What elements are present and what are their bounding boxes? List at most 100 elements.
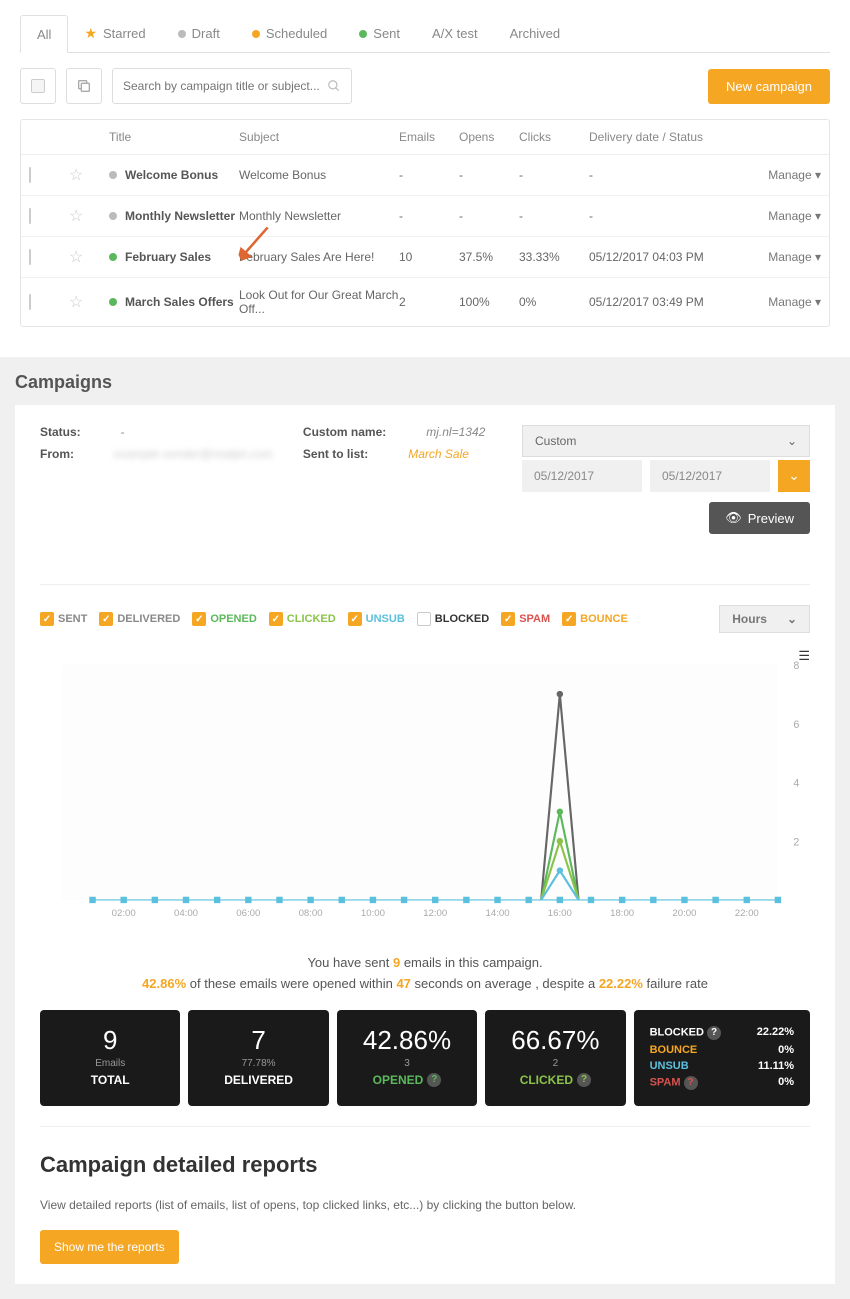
stat-delivered: 777.78%DELIVERED bbox=[188, 1010, 328, 1106]
manage-button[interactable]: Manage ▾ bbox=[739, 295, 829, 309]
status-dot-icon bbox=[109, 212, 117, 220]
help-icon[interactable]: ? bbox=[427, 1073, 441, 1087]
emails-count: 2 bbox=[399, 295, 459, 309]
campaign-title[interactable]: February Sales bbox=[109, 250, 239, 264]
opens-pct: - bbox=[459, 209, 519, 223]
tab-archived[interactable]: Archived bbox=[494, 15, 577, 52]
star-toggle[interactable]: ☆ bbox=[69, 247, 109, 267]
checkbox-icon: ✓ bbox=[348, 612, 362, 626]
custom-name-value: mj.nl=1342 bbox=[426, 425, 485, 439]
chart-menu-icon[interactable]: ☰ bbox=[798, 648, 810, 664]
checkbox-icon: ✓ bbox=[269, 612, 283, 626]
legend-sent[interactable]: ✓SENT bbox=[40, 612, 87, 626]
row-checkbox[interactable] bbox=[29, 209, 69, 223]
clicks-pct: - bbox=[519, 209, 589, 223]
legend-bounce[interactable]: ✓BOUNCE bbox=[562, 612, 628, 626]
date-from-input[interactable] bbox=[522, 460, 642, 492]
new-campaign-button[interactable]: New campaign bbox=[708, 69, 830, 104]
manage-button[interactable]: Manage ▾ bbox=[739, 168, 829, 182]
table-row: ☆Monthly NewsletterMonthly Newsletter---… bbox=[21, 196, 829, 237]
col-delivery: Delivery date / Status bbox=[589, 130, 739, 144]
campaign-title[interactable]: March Sales Offers bbox=[109, 295, 239, 309]
star-toggle[interactable]: ☆ bbox=[69, 292, 109, 312]
status-dot-icon bbox=[359, 30, 367, 38]
star-toggle[interactable]: ☆ bbox=[69, 165, 109, 185]
custom-name-label: Custom name: bbox=[303, 425, 386, 439]
table-row: ☆February SalesFebruary Sales Are Here!1… bbox=[21, 237, 829, 278]
campaign-title[interactable]: Welcome Bonus bbox=[109, 168, 239, 182]
help-icon[interactable]: ? bbox=[707, 1026, 721, 1040]
legend-unsub[interactable]: ✓UNSUB bbox=[348, 612, 405, 626]
col-opens: Opens bbox=[459, 130, 519, 144]
legend-spam[interactable]: ✓SPAM bbox=[501, 612, 550, 626]
svg-text:06:00: 06:00 bbox=[236, 908, 260, 919]
checkbox-icon: ✓ bbox=[562, 612, 576, 626]
tab-sent[interactable]: Sent bbox=[343, 15, 416, 52]
row-checkbox[interactable] bbox=[29, 295, 69, 309]
campaign-subject: February Sales Are Here! bbox=[239, 250, 399, 264]
legend-delivered[interactable]: ✓DELIVERED bbox=[99, 612, 180, 626]
copy-button[interactable] bbox=[66, 68, 102, 104]
eye-icon: 👁 bbox=[725, 510, 742, 526]
manage-button[interactable]: Manage ▾ bbox=[739, 250, 829, 264]
search-input-wrap bbox=[112, 68, 352, 104]
delivery-date: - bbox=[589, 168, 739, 182]
tabs-bar: All★StarredDraftScheduledSentA/X testArc… bbox=[20, 0, 830, 53]
chevron-down-icon: ⌄ bbox=[787, 612, 797, 626]
emails-count: 10 bbox=[399, 250, 459, 264]
toolbar: New campaign bbox=[20, 53, 830, 119]
star-toggle[interactable]: ☆ bbox=[69, 206, 109, 226]
checkbox-icon bbox=[417, 612, 431, 626]
reports-description: View detailed reports (list of emails, l… bbox=[40, 1198, 810, 1212]
tab-starred[interactable]: ★Starred bbox=[68, 15, 161, 52]
chevron-down-icon: ⌄ bbox=[787, 434, 797, 448]
sent-to-value[interactable]: March Sale bbox=[408, 447, 469, 461]
checkbox-icon: ✓ bbox=[40, 612, 54, 626]
tab-scheduled[interactable]: Scheduled bbox=[236, 15, 343, 52]
status-dot-icon bbox=[109, 171, 117, 179]
legend-clicked[interactable]: ✓CLICKED bbox=[269, 612, 336, 626]
clicks-pct: 0% bbox=[519, 295, 589, 309]
svg-text:02:00: 02:00 bbox=[112, 908, 136, 919]
tab-all[interactable]: All bbox=[20, 15, 68, 53]
show-reports-button[interactable]: Show me the reports bbox=[40, 1230, 179, 1264]
chart-container: ☰ 246802:0004:0006:0008:0010:0012:0014:0… bbox=[40, 653, 810, 933]
campaign-title[interactable]: Monthly Newsletter bbox=[109, 209, 239, 223]
help-icon[interactable]: ? bbox=[577, 1073, 591, 1087]
sent-to-label: Sent to list: bbox=[303, 447, 368, 461]
checkbox-icon: ✓ bbox=[192, 612, 206, 626]
campaigns-table: Title Subject Emails Opens Clicks Delive… bbox=[20, 119, 830, 327]
row-checkbox[interactable] bbox=[29, 250, 69, 264]
summary-text: You have sent 9 emails in this campaign.… bbox=[40, 953, 810, 995]
stat-opened: 42.86%3OPENED ? bbox=[337, 1010, 477, 1106]
date-apply-button[interactable]: ⌄ bbox=[778, 460, 810, 492]
help-icon[interactable]: ? bbox=[684, 1076, 698, 1090]
legend-opened[interactable]: ✓OPENED bbox=[192, 612, 256, 626]
checkbox-icon: ✓ bbox=[99, 612, 113, 626]
svg-text:6: 6 bbox=[793, 719, 799, 731]
timescale-select[interactable]: Hours⌄ bbox=[719, 605, 810, 633]
search-input[interactable] bbox=[123, 79, 327, 93]
date-to-input[interactable] bbox=[650, 460, 770, 492]
preview-button[interactable]: 👁Preview bbox=[709, 502, 810, 534]
tab-axtest[interactable]: A/X test bbox=[416, 15, 494, 52]
manage-button[interactable]: Manage ▾ bbox=[739, 209, 829, 223]
clicks-pct: - bbox=[519, 168, 589, 182]
svg-text:10:00: 10:00 bbox=[361, 908, 385, 919]
row-checkbox[interactable] bbox=[29, 168, 69, 182]
tab-draft[interactable]: Draft bbox=[162, 15, 236, 52]
stats-row: 9EmailsTOTAL777.78%DELIVERED42.86%3OPENE… bbox=[40, 1010, 810, 1106]
select-all-checkbox[interactable] bbox=[20, 68, 56, 104]
checkbox-icon: ✓ bbox=[501, 612, 515, 626]
status-value: - bbox=[121, 425, 125, 439]
svg-text:04:00: 04:00 bbox=[174, 908, 198, 919]
svg-text:2: 2 bbox=[793, 836, 799, 848]
range-select[interactable]: Custom⌄ bbox=[522, 425, 810, 457]
clicks-pct: 33.33% bbox=[519, 250, 589, 264]
stat-failures: BLOCKED ?22.22%BOUNCE0%UNSUB11.11%SPAM ?… bbox=[634, 1010, 810, 1106]
legend-blocked[interactable]: BLOCKED bbox=[417, 612, 489, 626]
status-dot-icon bbox=[178, 30, 186, 38]
svg-text:4: 4 bbox=[793, 778, 799, 790]
from-value: example-sender@mailjet.com bbox=[114, 447, 273, 461]
table-row: ☆Welcome BonusWelcome Bonus----Manage ▾ bbox=[21, 155, 829, 196]
